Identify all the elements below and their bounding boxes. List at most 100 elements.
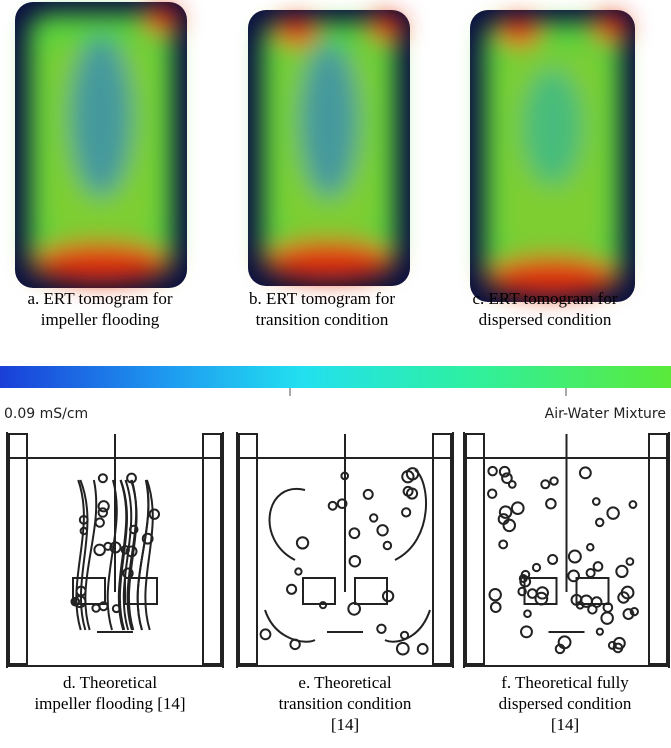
bubble bbox=[490, 589, 501, 600]
bubble bbox=[587, 544, 593, 550]
bubble bbox=[504, 520, 516, 532]
tank-diagram bbox=[237, 432, 453, 668]
tank-diagram bbox=[7, 432, 223, 668]
tomogram bbox=[248, 10, 410, 286]
field bbox=[264, 240, 394, 280]
caption-line: transition condition bbox=[256, 310, 389, 329]
tank-diagram bbox=[464, 432, 669, 668]
bubble bbox=[524, 610, 531, 617]
caption-line: d. Theoretical bbox=[63, 673, 157, 692]
bubble bbox=[96, 518, 104, 526]
bubble bbox=[402, 508, 410, 516]
field bbox=[300, 43, 358, 198]
caption-line: transition condition bbox=[279, 694, 412, 713]
field bbox=[523, 68, 582, 185]
caption-line: b. ERT tomogram for bbox=[249, 289, 395, 308]
caption-line: impeller flooding bbox=[41, 310, 160, 329]
colorbar-max-label: Air-Water Mixture bbox=[545, 406, 666, 422]
bubble bbox=[150, 510, 159, 519]
bubble bbox=[329, 502, 337, 510]
gas-stream bbox=[119, 480, 126, 630]
bubble bbox=[94, 545, 105, 556]
bubble bbox=[548, 555, 557, 564]
bubble bbox=[616, 566, 627, 577]
caption-line: [14] bbox=[331, 715, 359, 734]
bubble bbox=[627, 558, 634, 565]
colorbar bbox=[0, 366, 671, 388]
bubble bbox=[99, 508, 108, 517]
impeller bbox=[303, 578, 335, 604]
caption-line: c. ERT tomogram for bbox=[472, 289, 617, 308]
bubble bbox=[384, 542, 391, 549]
bubble bbox=[630, 501, 637, 508]
bubble bbox=[350, 528, 360, 538]
bubble bbox=[488, 467, 496, 475]
bubble bbox=[261, 629, 271, 639]
bubble bbox=[592, 597, 602, 607]
bubble bbox=[607, 507, 618, 518]
bubble bbox=[512, 502, 524, 514]
baffle bbox=[239, 434, 257, 664]
bubble bbox=[488, 490, 496, 498]
bubble bbox=[546, 499, 556, 509]
bubble bbox=[601, 612, 612, 623]
bubble bbox=[533, 564, 540, 571]
figure-canvas: 0.09 mS/cm Air-Water Mixture a. ERT tomo… bbox=[0, 0, 671, 748]
bubble bbox=[350, 556, 361, 567]
impeller bbox=[355, 578, 387, 604]
bubble bbox=[397, 643, 409, 655]
bubble bbox=[568, 571, 579, 582]
gas-stream bbox=[138, 480, 149, 630]
bubble bbox=[377, 625, 385, 633]
field bbox=[275, 18, 319, 46]
caption-line: e. Theoretical bbox=[298, 673, 391, 692]
tomogram bbox=[15, 2, 187, 288]
bubble bbox=[295, 568, 301, 574]
bubble bbox=[297, 537, 308, 548]
caption-line: f. Theoretical fully bbox=[501, 673, 629, 692]
bubble bbox=[383, 591, 393, 601]
flow-arrow bbox=[270, 489, 305, 560]
bubble bbox=[500, 506, 512, 518]
bubble bbox=[597, 629, 603, 635]
tomogram-field bbox=[29, 6, 179, 282]
bubble bbox=[593, 498, 600, 505]
bubble bbox=[521, 626, 532, 637]
caption-line: a. ERT tomogram for bbox=[27, 289, 172, 308]
baffle bbox=[433, 434, 451, 664]
bubble bbox=[491, 602, 501, 612]
colorbar-min-label: 0.09 mS/cm bbox=[4, 406, 88, 422]
bubble bbox=[569, 551, 581, 563]
baffle bbox=[9, 434, 27, 664]
bubble bbox=[580, 467, 591, 478]
bubble bbox=[587, 569, 595, 577]
field bbox=[368, 14, 404, 42]
bubble bbox=[550, 477, 557, 484]
bubble bbox=[99, 474, 107, 482]
baffle bbox=[203, 434, 221, 664]
caption-line: [14] bbox=[551, 715, 579, 734]
field bbox=[70, 36, 132, 196]
field bbox=[498, 18, 542, 46]
flow-arrow bbox=[395, 470, 426, 560]
bubble bbox=[287, 585, 296, 594]
bubble bbox=[596, 519, 603, 526]
figure: 0.09 mS/cm Air-Water Mixture a. ERT tomo… bbox=[0, 0, 671, 748]
bubble bbox=[499, 540, 507, 548]
field bbox=[592, 14, 628, 42]
tomogram-field bbox=[484, 14, 628, 296]
baffle bbox=[649, 434, 667, 664]
bubble bbox=[364, 490, 373, 499]
field bbox=[32, 242, 170, 282]
tomogram-field bbox=[262, 14, 404, 280]
bubble bbox=[320, 602, 326, 608]
flow-arrow bbox=[265, 610, 315, 642]
field bbox=[143, 6, 179, 34]
caption-line: impeller flooding [14] bbox=[34, 694, 185, 713]
caption-line: dispersed condition bbox=[479, 310, 612, 329]
caption-line: dispersed condition bbox=[499, 694, 632, 713]
bubble bbox=[377, 525, 387, 535]
bubble bbox=[594, 562, 603, 571]
baffle bbox=[466, 434, 484, 664]
bubble bbox=[418, 644, 428, 654]
